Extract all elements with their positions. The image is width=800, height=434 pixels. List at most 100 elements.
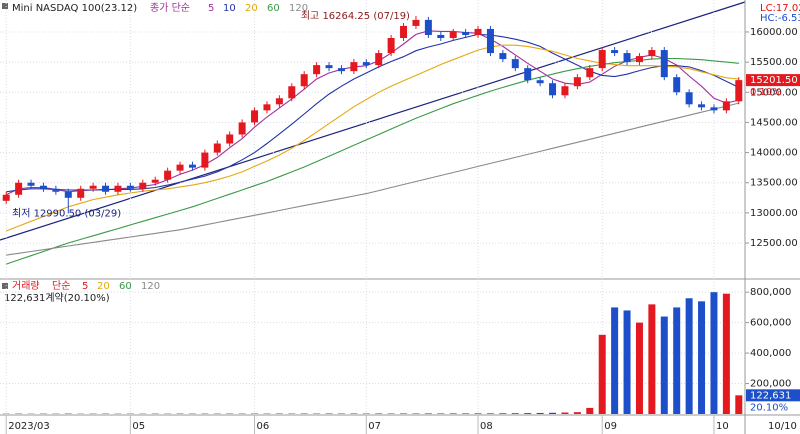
candle-body [238, 122, 246, 135]
candle-body [437, 34, 445, 38]
candle-body [188, 164, 196, 168]
legend-entry: 60 [267, 3, 280, 14]
y-tick-label: 12500.00 [750, 238, 798, 249]
candle-body [499, 53, 507, 60]
legend-entry: 60 [119, 281, 132, 292]
candle-body [288, 86, 296, 99]
volume-summary: 122,631계약(20.10%) [4, 292, 110, 304]
volume-bar [648, 304, 656, 414]
candle-body [251, 110, 259, 123]
volume-bar [698, 301, 706, 414]
volume-bar [437, 413, 445, 414]
volume-bar [424, 413, 432, 414]
candle-body [114, 185, 122, 192]
volume-bar [536, 412, 544, 414]
volume-bar [598, 334, 606, 414]
candle-body [226, 134, 234, 144]
volume-bar [375, 413, 383, 414]
x-tick-label: 09 [604, 421, 617, 432]
x-tick-label: 06 [257, 421, 270, 432]
last-price-box [746, 74, 800, 87]
ratio-label: 20.10% [750, 402, 788, 413]
candle-body [375, 53, 383, 66]
volume-bar [499, 413, 507, 414]
volume-bar [511, 413, 519, 414]
last-volume-box [746, 389, 800, 402]
ma-line [5, 44, 739, 232]
candle-body [536, 80, 544, 84]
candle-body [474, 28, 482, 35]
legend-entry: 5 [82, 281, 88, 292]
volume-bar [710, 292, 718, 414]
volume-bar [623, 310, 631, 414]
candle-body [673, 77, 681, 93]
legend-entry: 20 [97, 281, 110, 292]
x-tick-label: 07 [368, 421, 381, 432]
high-annotation: 최고 16264.25 (07/19) [301, 10, 410, 22]
candle-body [313, 65, 321, 75]
volume-bar [660, 316, 668, 414]
candle-body [710, 107, 718, 111]
candle-body [176, 164, 184, 171]
price-title: Mini NASDAQ 100(23.12) [12, 3, 137, 14]
volume-bar [400, 413, 408, 414]
candle-body [549, 83, 557, 96]
candle-body [698, 104, 706, 108]
x-tick-label: 05 [132, 421, 145, 432]
volume-bar [474, 413, 482, 414]
y-tick-label: 13500.00 [750, 178, 798, 189]
ma-label: 종가 단순 [150, 2, 190, 14]
ma-line [6, 57, 739, 265]
volume-bar [486, 413, 494, 414]
volume-bar [611, 307, 619, 414]
y-tick-label: 13000.00 [750, 208, 798, 219]
candle-body [263, 104, 271, 111]
candle-body [462, 31, 470, 35]
candle-body [511, 59, 519, 69]
volume-bar [735, 395, 743, 414]
volume-bar [524, 413, 532, 414]
candle-body [151, 179, 159, 183]
volume-bar [462, 413, 470, 414]
candle-body [573, 77, 581, 87]
candle-body [89, 185, 97, 189]
y-tick-label: 15000.00 [750, 87, 798, 98]
legend-entry: 120 [141, 281, 160, 292]
x-tick-label: 2023/03 [8, 421, 50, 432]
candle-body [77, 188, 85, 198]
y-tick-label: 400,000 [750, 348, 791, 359]
volume-bar [412, 413, 420, 414]
candle-body [561, 86, 569, 96]
candle-body [325, 65, 333, 69]
candle-body [39, 185, 47, 189]
candle-body [362, 62, 370, 66]
y-tick-label: 14500.00 [750, 117, 798, 128]
volume-bar [561, 412, 569, 414]
volume-bar [586, 407, 594, 414]
candle-body [387, 37, 395, 54]
ma-line [6, 102, 739, 256]
candle-body [660, 50, 668, 78]
price-legend: Mini NASDAQ 100(23.12) 종가 단순 [2, 2, 190, 14]
legend-entry: 120 [289, 3, 308, 14]
candle-body [337, 68, 345, 72]
candle-body [611, 50, 619, 54]
lc-label: LC:17.02 [760, 3, 800, 14]
candle-body [64, 191, 72, 198]
candle-body [524, 68, 532, 81]
candle-body [2, 194, 10, 201]
candle-body [400, 25, 408, 38]
candle-body [164, 170, 172, 180]
candle-body [213, 143, 221, 153]
last-price-label: 15201.50 [750, 75, 798, 86]
candle-body [201, 152, 209, 168]
y-tick-label: 14000.00 [750, 148, 798, 159]
candle-body [350, 62, 358, 72]
legend-icon [2, 283, 8, 289]
y-tick-label: 15500.00 [750, 57, 798, 68]
candle-body [623, 53, 631, 63]
candle-body [648, 50, 656, 57]
legend-entry: 5 [208, 3, 214, 14]
volume-ma-label: 단순 [52, 280, 70, 292]
